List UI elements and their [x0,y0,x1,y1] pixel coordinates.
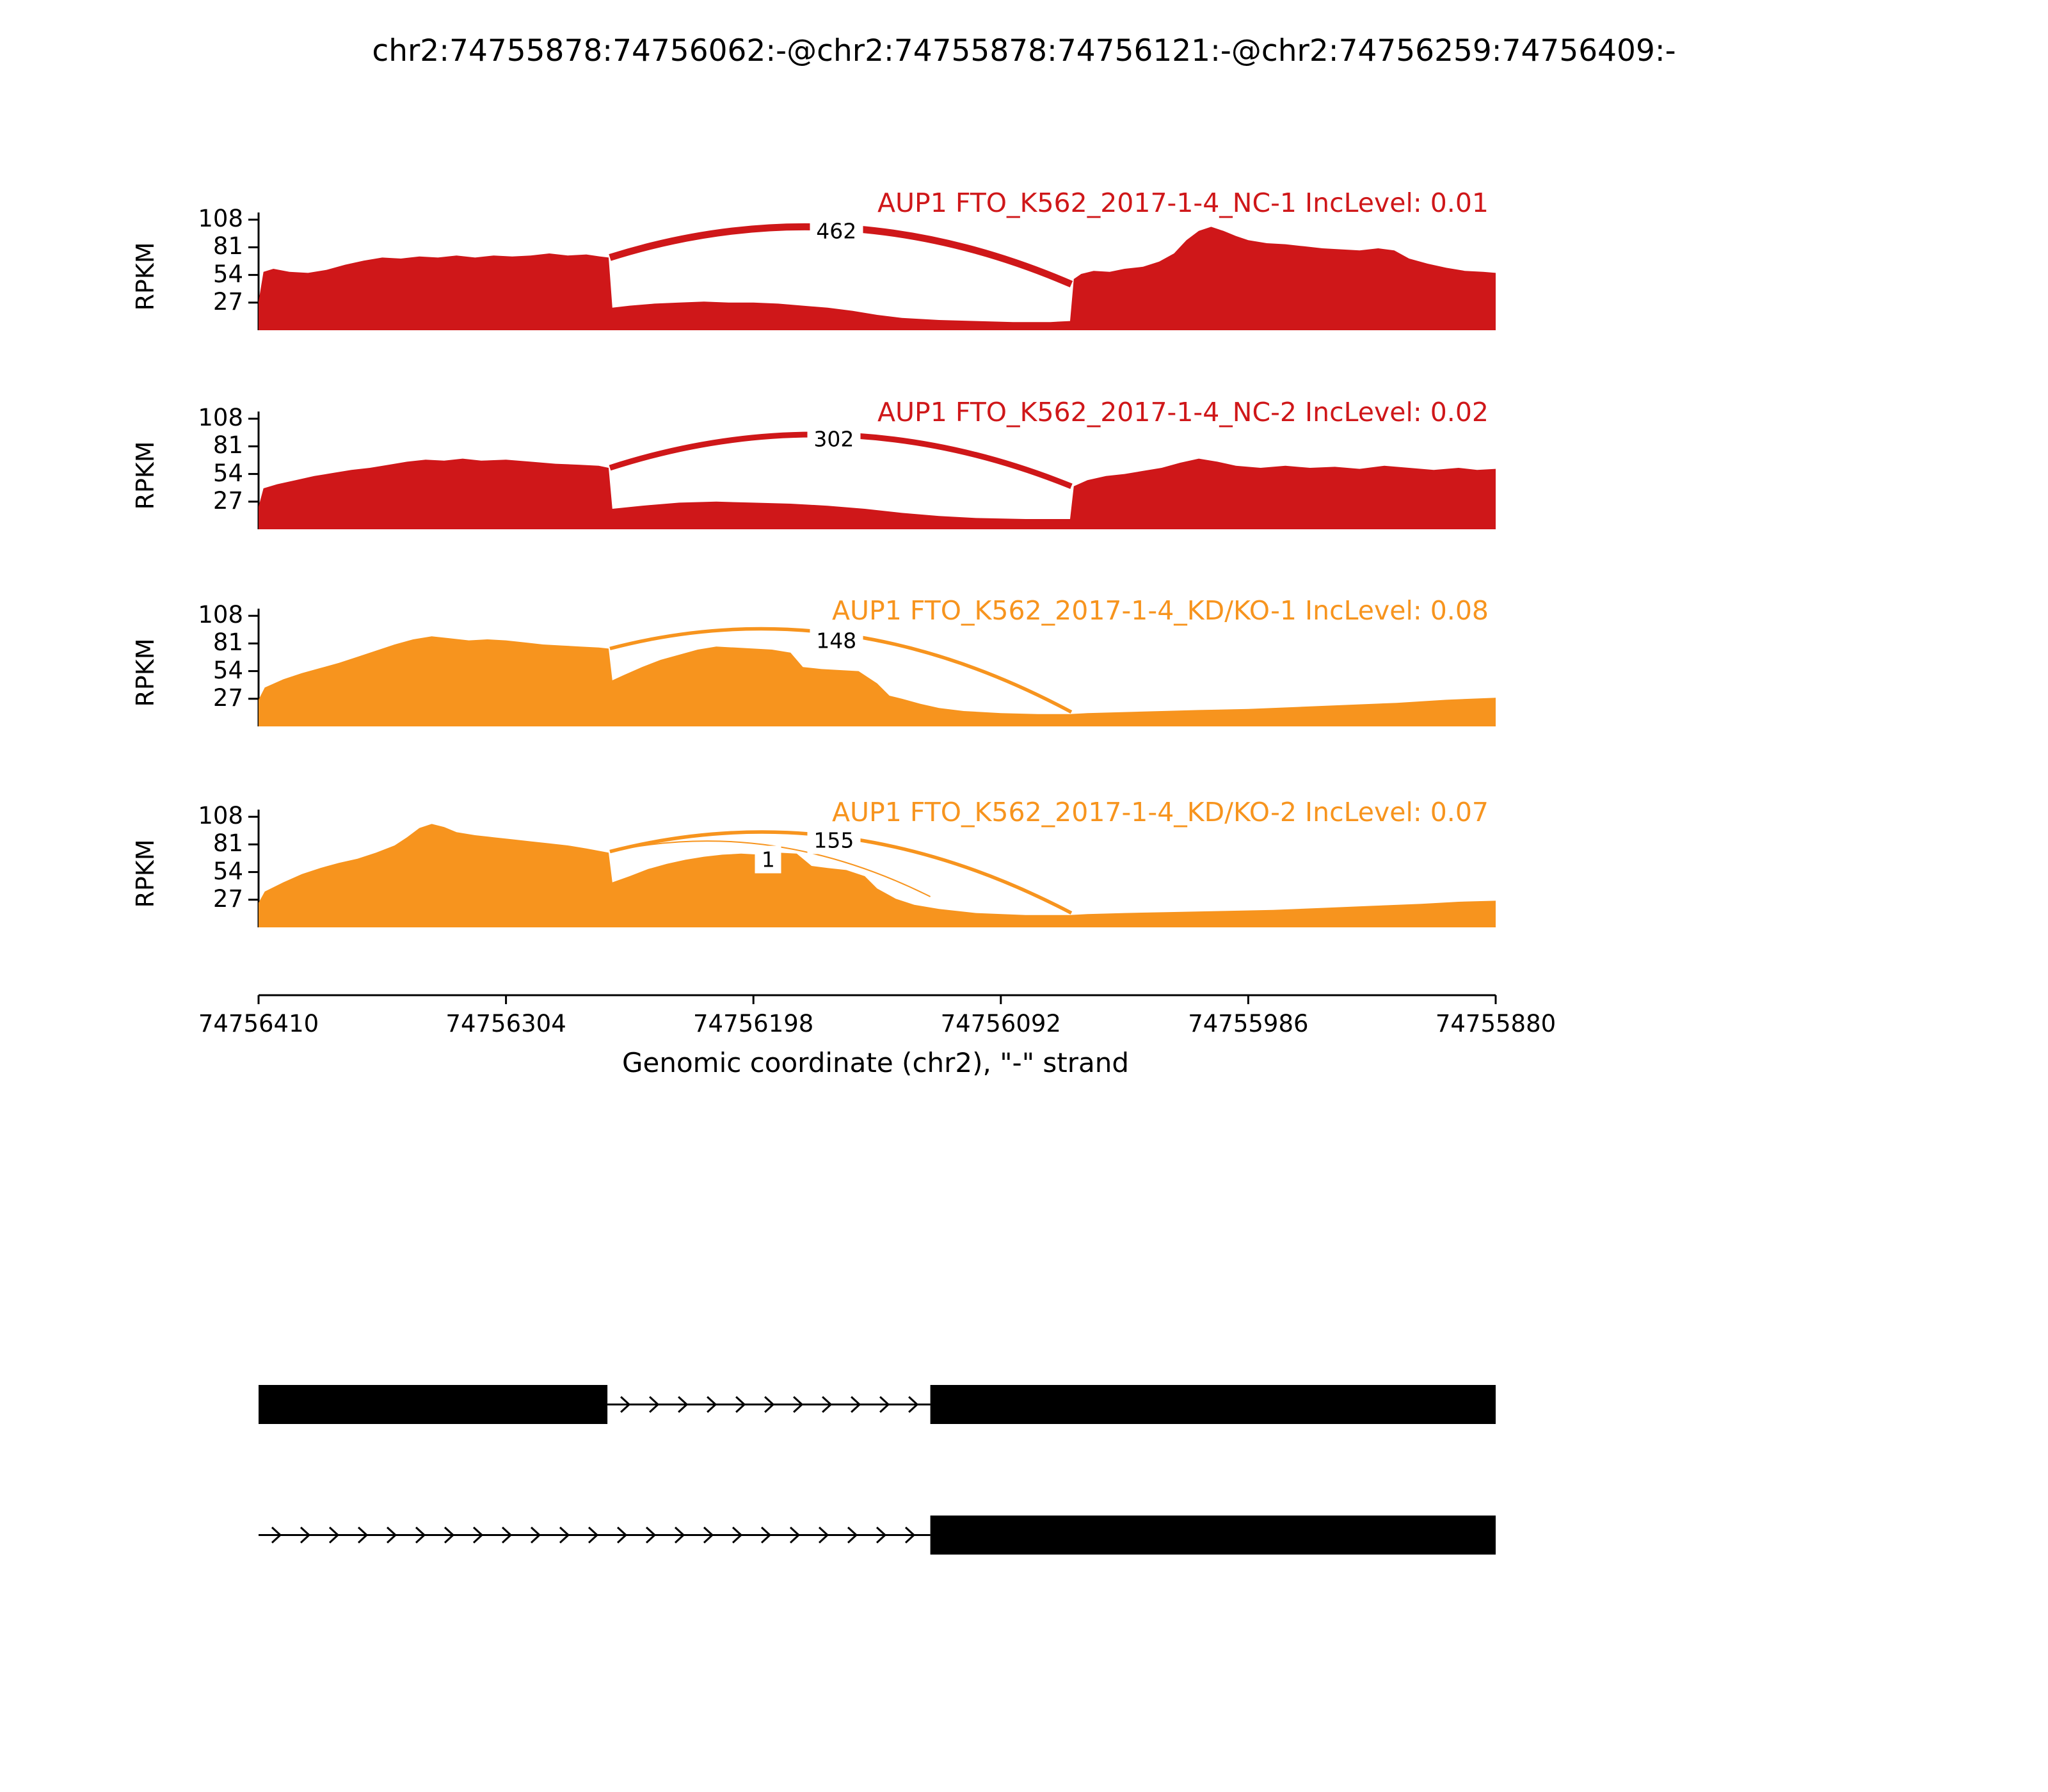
intron-arrow [472,1526,484,1544]
intron-arrow [328,1526,340,1544]
y-tick-label: 108 [198,802,243,830]
intron-arrow [760,1526,772,1544]
x-axis-title: Genomic coordinate (chr2), "-" strand [621,1047,1130,1078]
intron-arrow [588,1526,599,1544]
exon-box [930,1385,1496,1424]
y-tick-label: 81 [212,232,243,260]
intron-arrow [559,1526,570,1544]
intron-arrow [386,1526,397,1544]
junction-count-label: 155 [807,826,861,854]
intron-arrow [789,1526,801,1544]
y-tick-label: 54 [212,260,243,288]
intron-arrow [678,1396,689,1413]
y-tick-label: 27 [212,287,243,316]
intron-arrow [530,1526,541,1544]
intron-arrow [908,1396,919,1413]
y-tick-label: 81 [212,829,243,858]
track-title-kdko-1: AUP1 FTO_K562_2017-1-4_KD/KO-1 IncLevel:… [831,595,1489,626]
intron-arrow [732,1526,743,1544]
intron-arrow [876,1526,887,1544]
track-title-nc-2: AUP1 FTO_K562_2017-1-4_NC-2 IncLevel: 0.… [877,397,1489,428]
plot-title: chr2:74755878:74756062:-@chr2:74755878:7… [372,33,1676,68]
y-axis-title: RPKM [131,242,159,311]
y-tick-label: 27 [212,684,243,712]
intron-arrow [851,1396,861,1413]
track-title-nc-1: AUP1 FTO_K562_2017-1-4_NC-1 IncLevel: 0.… [877,188,1489,218]
coverage-area-track-3 [259,824,1496,927]
x-tick-label: 74756410 [198,1010,319,1037]
exon-box [259,1385,608,1424]
junction-arc [609,840,931,897]
x-tick-label: 74756198 [693,1010,814,1037]
intron-arrow [879,1396,890,1413]
x-tick-label: 74755880 [1435,1010,1556,1037]
y-tick-label: 108 [198,205,243,233]
junction-count-label: 462 [810,217,863,245]
y-tick-label: 54 [212,656,243,684]
intron-arrow [357,1526,369,1544]
intron-arrow [271,1526,282,1544]
intron-arrow [674,1526,685,1544]
intron-arrow [620,1396,631,1413]
intron-arrow [904,1526,916,1544]
intron-arrow [645,1526,657,1544]
y-tick-label: 108 [198,601,243,629]
junction-count-label: 1 [755,845,781,874]
intron-arrow [300,1526,311,1544]
y-tick-label: 54 [212,857,243,885]
y-axis-title: RPKM [131,839,159,908]
y-tick-label: 27 [212,486,243,515]
y-tick-label: 54 [212,459,243,487]
coverage-area-track-1 [259,458,1496,529]
intron-arrow [501,1526,513,1544]
track-title-kdko-2: AUP1 FTO_K562_2017-1-4_KD/KO-2 IncLevel:… [831,797,1489,828]
intron-arrow [649,1396,660,1413]
y-tick-label: 81 [212,628,243,657]
x-tick-label: 74755986 [1188,1010,1309,1037]
intron-arrow [415,1526,426,1544]
intron-arrow [764,1396,775,1413]
exon-box [930,1516,1496,1555]
x-tick-label: 74756092 [940,1010,1061,1037]
y-tick-label: 81 [212,431,243,460]
y-tick-label: 108 [198,404,243,432]
y-tick-label: 27 [212,884,243,913]
intron-arrow [735,1396,746,1413]
y-axis-title: RPKM [131,441,159,510]
junction-count-label: 302 [807,425,861,453]
intron-arrow [703,1526,714,1544]
y-axis-title: RPKM [131,638,159,707]
intron-arrow [444,1526,455,1544]
intron-arrow [818,1526,829,1544]
intron-arrow [707,1396,717,1413]
coverage-area-track-0 [259,227,1496,330]
intron-arrow [847,1526,858,1544]
intron-arrow [822,1396,833,1413]
coverage-area-track-2 [259,636,1496,726]
junction-count-label: 148 [810,627,863,655]
intron-arrow [793,1396,804,1413]
intron-arrow [616,1526,628,1544]
x-tick-label: 74756304 [445,1010,566,1037]
